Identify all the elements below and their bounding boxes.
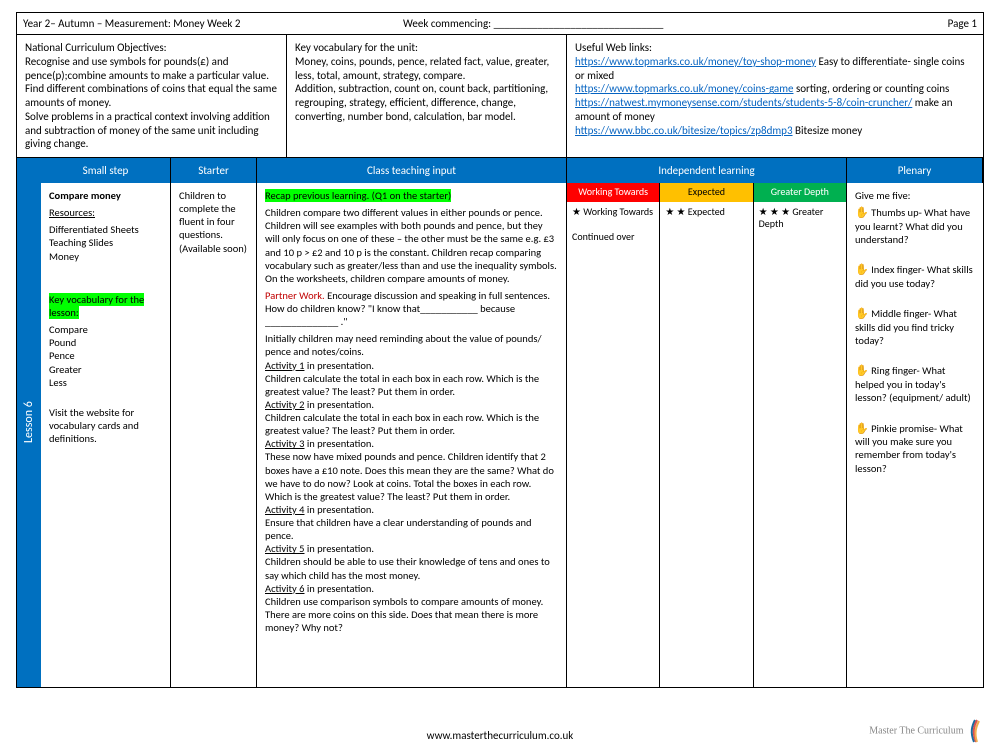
activity-body: Children should be able to use their kno… (265, 555, 558, 581)
activity-suffix: in presentation. (304, 542, 374, 555)
activity-heading: Activity 3 (265, 437, 304, 450)
activity-suffix: in presentation. (304, 503, 374, 516)
lesson-vocab-heading: Key vocabulary for the lesson: (49, 293, 144, 319)
exp-column: ★ ★ Expected (660, 202, 753, 688)
hand-icon: ✋ (855, 364, 869, 377)
hand-icon: ✋ (855, 307, 869, 320)
star-icon: ★ (572, 205, 581, 218)
plenary-pinkie: Pinkie promise- What will you make sure … (855, 422, 963, 475)
lesson-tab: Lesson 6 (17, 158, 41, 687)
activity-body: Children use comparison symbols to compa… (265, 595, 558, 634)
link-desc: sorting, ordering or counting coins (793, 82, 949, 95)
hdr-input: Class teaching input (257, 158, 567, 183)
activity-suffix: in presentation. (304, 437, 374, 450)
star-icon: ★ ★ (665, 205, 685, 218)
vocab-heading: Key vocabulary for the unit: (295, 41, 558, 55)
hdr-plenary: Plenary (847, 158, 983, 183)
hand-icon: ✋ (855, 263, 869, 276)
activity-heading: Activity 6 (265, 582, 304, 595)
link-row: https://www.topmarks.co.uk/money/coins-g… (575, 82, 975, 96)
activity-body: Children calculate the total in each box… (265, 372, 558, 398)
column-headers: Small step Starter Class teaching input … (41, 158, 983, 183)
star-icon: ★ ★ ★ (759, 205, 790, 218)
activity-heading: Activity 4 (265, 503, 304, 516)
plenary-middle: Middle finger- What skills did you find … (855, 307, 957, 347)
link-row: https://www.bbc.co.uk/bitesize/topics/zp… (575, 124, 975, 138)
activity-body: Children calculate the total in each box… (265, 411, 558, 437)
link-row: https://www.topmarks.co.uk/money/toy-sho… (575, 55, 975, 83)
hdr-small-step: Small step (41, 158, 171, 183)
vocab-note: Visit the website for vocabulary cards a… (49, 406, 162, 445)
activity-suffix: in presentation. (304, 359, 374, 372)
il-subheader: Working Towards Expected Greater Depth (567, 183, 846, 202)
vocab-box: Key vocabulary for the unit: Money, coin… (287, 35, 567, 157)
feather-icon (966, 718, 984, 744)
lesson-plan-page: Year 2– Autumn – Measurement: Money Week… (0, 0, 1000, 700)
activity-body: Ensure that children have a clear unders… (265, 516, 558, 542)
input-cell: Recap previous learning. (Q1 on the star… (257, 183, 567, 687)
continued-over: Continued over (572, 231, 654, 244)
activity-heading: Activity 1 (265, 359, 304, 372)
activity-heading: Activity 2 (265, 398, 304, 411)
input-para: Children compare two different values in… (265, 206, 558, 285)
wt-header: Working Towards (567, 183, 660, 202)
plenary-cell: Give me five: ✋ Thumbs up- What have you… (847, 183, 983, 687)
recap-highlight: Recap previous learning. (Q1 on the star… (265, 189, 451, 202)
page-header: Year 2– Autumn – Measurement: Money Week… (16, 12, 984, 35)
link-row: https://natwest.mymoneysense.com/student… (575, 96, 975, 124)
small-step-cell: Compare money Resources: Differentiated … (41, 183, 171, 687)
objectives-box: National Curriculum Objectives: Recognis… (17, 35, 287, 157)
activity-suffix: in presentation. (304, 398, 374, 411)
exp-header: Expected (660, 183, 753, 202)
lesson-vocab-list: Compare Pound Pence Greater Less (49, 323, 162, 389)
page-number: Page 1 (897, 17, 977, 30)
partner-work-label: Partner Work. (265, 289, 325, 302)
hdr-starter: Starter (171, 158, 257, 183)
plenary-ring: Ring finger- What helped you in today's … (855, 364, 971, 404)
link-desc: Bitesize money (793, 124, 863, 137)
step-title: Compare money (49, 189, 121, 202)
brand-text: Master The Curriculum (869, 725, 963, 736)
hand-icon: ✋ (855, 422, 869, 435)
activity-heading: Activity 5 (265, 542, 304, 555)
input-para: Initially children may need reminding ab… (265, 332, 558, 358)
info-row: National Curriculum Objectives: Recognis… (16, 35, 984, 158)
starter-cell: Children to complete the fluent in four … (171, 183, 257, 687)
objectives-line: Recognise and use symbols for pounds(£) … (25, 55, 278, 83)
exp-label: Expected (688, 205, 725, 218)
hdr-independent: Independent learning (567, 158, 847, 183)
lesson-body-row: Compare money Resources: Differentiated … (41, 183, 983, 687)
web-link[interactable]: https://www.bbc.co.uk/bitesize/topics/zp… (575, 124, 793, 137)
objectives-heading: National Curriculum Objectives: (25, 41, 278, 55)
objectives-line: Solve problems in a practical context in… (25, 110, 278, 151)
brand-mark: Master The Curriculum (869, 718, 984, 744)
links-heading: Useful Web links: (575, 41, 975, 55)
independent-learning-cell: Working Towards Expected Greater Depth ★… (567, 183, 847, 687)
resources-heading: Resources: (49, 206, 162, 219)
plenary-intro: Give me five: (855, 189, 975, 202)
gd-header: Greater Depth (754, 183, 846, 202)
web-link[interactable]: https://natwest.mymoneysense.com/student… (575, 96, 912, 109)
objectives-line: Find different combinations of coins tha… (25, 82, 278, 110)
wt-column: ★ Working Towards Continued over (567, 202, 660, 688)
footer-url: www.masterthecurriculum.co.uk (0, 729, 1000, 742)
gd-column: ★ ★ ★ Greater Depth (754, 202, 846, 688)
lesson-grid: Lesson 6 Small step Starter Class teachi… (16, 158, 984, 688)
links-box: Useful Web links: https://www.topmarks.c… (567, 35, 983, 157)
title-left: Year 2– Autumn – Measurement: Money Week… (23, 17, 403, 30)
plenary-thumb: Thumbs up- What have you learnt? What di… (855, 206, 970, 246)
activity-body: These now have mixed pounds and pence. C… (265, 450, 558, 503)
web-link[interactable]: https://www.topmarks.co.uk/money/coins-g… (575, 82, 793, 95)
week-commencing: Week commencing: _______________________… (403, 17, 897, 30)
activity-suffix: in presentation. (304, 582, 374, 595)
resources-list: Differentiated Sheets Teaching Slides Mo… (49, 223, 162, 262)
wt-label: Working Towards (583, 205, 653, 218)
web-link[interactable]: https://www.topmarks.co.uk/money/toy-sho… (575, 55, 816, 68)
plenary-index: Index finger- What skills did you use to… (855, 263, 973, 290)
vocab-line: Money, coins, pounds, pence, related fac… (295, 55, 558, 83)
hand-icon: ✋ (855, 206, 869, 219)
vocab-line: Addition, subtraction, count on, count b… (295, 82, 558, 123)
